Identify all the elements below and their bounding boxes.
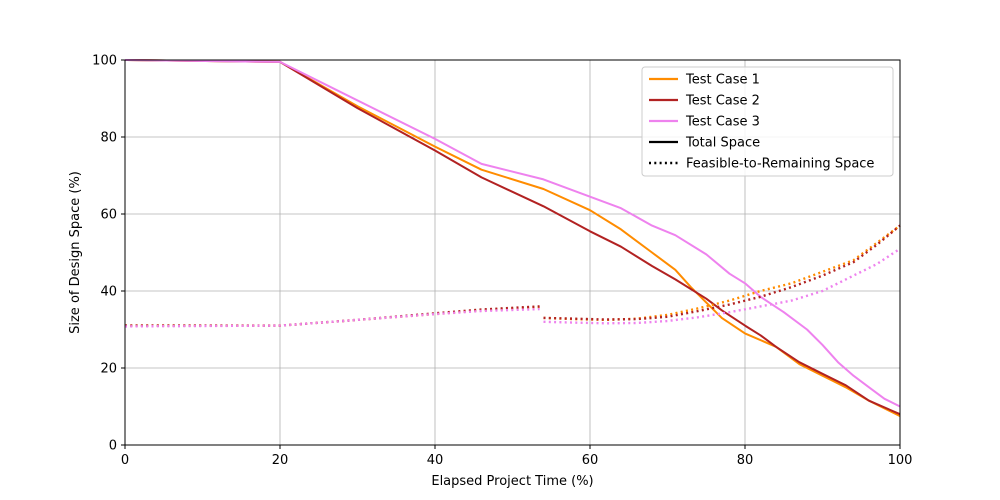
legend-label: Feasible-to-Remaining Space xyxy=(686,157,874,172)
x-tick-label: 80 xyxy=(737,453,754,468)
y-tick-label: 80 xyxy=(100,131,117,146)
series-lines xyxy=(124,59,901,417)
y-tick-label: 20 xyxy=(100,362,117,377)
test-case-1-total-line xyxy=(124,59,901,417)
test-case-3-total-line xyxy=(124,59,901,408)
test-case-2-total-line xyxy=(124,59,901,416)
legend-label: Test Case 1 xyxy=(685,73,760,88)
test-case-1-feasible-line xyxy=(543,224,901,322)
x-tick-label: 60 xyxy=(582,453,599,468)
y-tick-label: 0 xyxy=(109,439,117,454)
plot-frame xyxy=(124,59,901,446)
x-axis-label: Elapsed Project Time (%) xyxy=(431,474,593,489)
test-case-2-feasible-line xyxy=(543,224,901,321)
axis-ticks: 0 20 40 60 80 100 0 20 40 60 80 100 xyxy=(92,54,912,469)
x-tick-label: 100 xyxy=(888,453,913,468)
x-tick-label: 20 xyxy=(272,453,289,468)
test-case-3-feasible-line xyxy=(543,247,901,325)
legend-label: Test Case 2 xyxy=(685,94,760,109)
test-case-3-feasible-line xyxy=(124,307,540,328)
legend-label: Test Case 3 xyxy=(685,115,760,130)
legend-label: Total Space xyxy=(685,136,760,151)
x-tick-label: 0 xyxy=(121,453,129,468)
y-tick-label: 40 xyxy=(100,285,117,300)
y-axis-label: Size of Design Space (%) xyxy=(68,171,83,334)
legend: Test Case 1 Test Case 2 Test Case 3 Total S… xyxy=(641,66,894,177)
legend-box xyxy=(641,66,894,177)
y-tick-label: 100 xyxy=(92,54,117,69)
y-tick-label: 60 xyxy=(100,208,117,223)
x-tick-label: 40 xyxy=(427,453,444,468)
